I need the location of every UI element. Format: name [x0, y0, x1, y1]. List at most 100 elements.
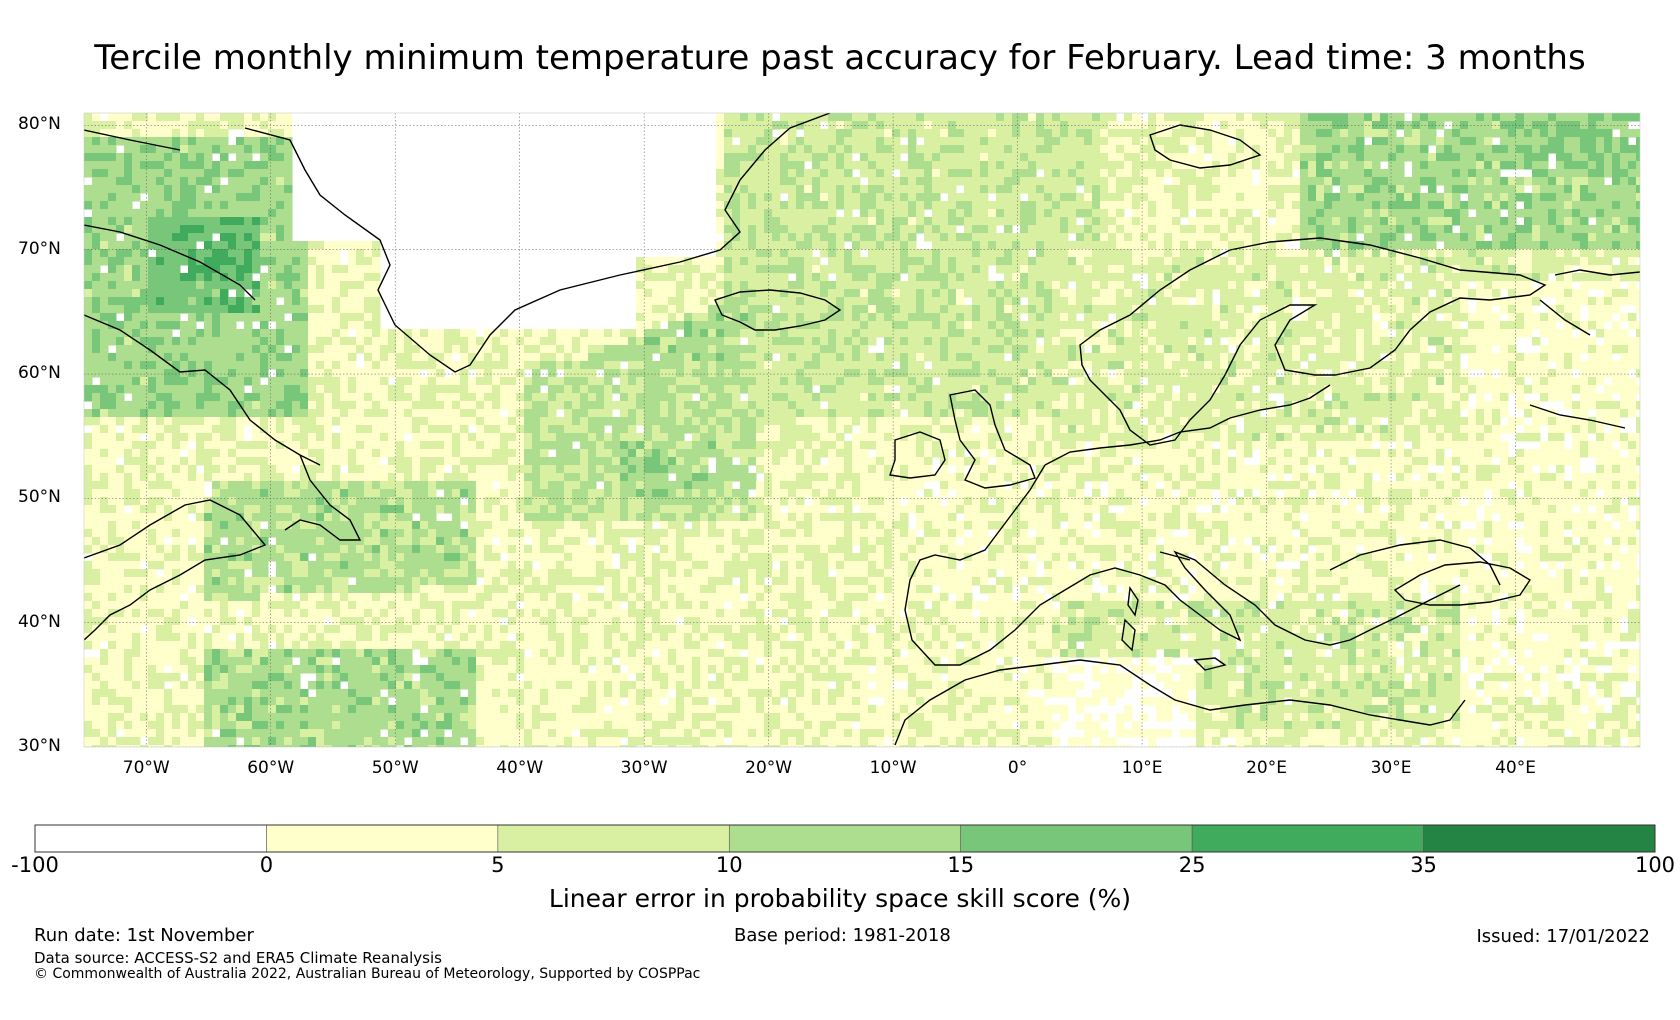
skill-cell	[948, 193, 957, 202]
skill-cell	[1516, 313, 1525, 322]
skill-cell	[1372, 337, 1381, 346]
skill-cell	[1260, 305, 1269, 314]
skill-cell	[996, 169, 1005, 178]
skill-cell	[1428, 137, 1437, 146]
skill-cell	[212, 321, 221, 330]
skill-cell	[1548, 113, 1557, 122]
skill-cell	[964, 177, 973, 186]
skill-cell	[1036, 113, 1045, 122]
skill-cell	[1444, 145, 1453, 154]
skill-cell	[1372, 297, 1381, 306]
skill-cell	[1324, 241, 1333, 250]
skill-cell	[140, 297, 149, 306]
skill-cell	[1508, 153, 1517, 162]
skill-cell	[1188, 361, 1197, 370]
skill-cell	[1460, 145, 1469, 154]
skill-cell	[380, 337, 389, 346]
skill-cell	[276, 321, 285, 330]
skill-cell	[1556, 369, 1565, 378]
skill-cell	[172, 217, 181, 226]
skill-cell	[100, 289, 109, 298]
skill-cell	[252, 209, 261, 218]
skill-cell	[836, 321, 845, 330]
skill-cell	[996, 233, 1005, 242]
skill-cell	[1196, 305, 1205, 314]
skill-cell	[1252, 217, 1261, 226]
skill-cell	[1180, 153, 1189, 162]
skill-cell	[164, 193, 173, 202]
skill-cell	[1204, 225, 1213, 234]
skill-cell	[116, 201, 125, 210]
skill-cell	[1268, 289, 1277, 298]
skill-cell	[1124, 281, 1133, 290]
skill-cell	[1108, 361, 1117, 370]
skill-cell	[1268, 337, 1277, 346]
skill-cell	[1436, 265, 1445, 274]
skill-cell	[1412, 241, 1421, 250]
skill-cell	[860, 241, 869, 250]
skill-cell	[1100, 257, 1109, 266]
skill-cell	[1116, 137, 1125, 146]
skill-cell	[92, 353, 101, 362]
skill-cell	[1268, 297, 1277, 306]
skill-cell	[164, 281, 173, 290]
skill-cell	[780, 361, 789, 370]
skill-cell	[1396, 297, 1405, 306]
skill-cell	[700, 257, 709, 266]
skill-cell	[764, 161, 773, 170]
skill-cell	[788, 153, 797, 162]
skill-cell	[228, 177, 237, 186]
skill-cell	[1412, 193, 1421, 202]
skill-cell	[1244, 201, 1253, 210]
skill-cell	[476, 337, 485, 346]
skill-cell	[220, 113, 229, 122]
skill-cell	[1028, 345, 1037, 354]
skill-cell	[220, 249, 229, 258]
skill-cell	[1572, 345, 1581, 354]
skill-cell	[900, 361, 909, 370]
skill-cell	[1044, 321, 1053, 330]
skill-cell	[1324, 305, 1333, 314]
skill-cell	[852, 361, 861, 370]
skill-cell	[1460, 161, 1469, 170]
skill-cell	[1540, 217, 1549, 226]
skill-cell	[828, 177, 837, 186]
skill-cell	[1164, 129, 1173, 138]
skill-cell	[1132, 281, 1141, 290]
skill-cell	[1116, 153, 1125, 162]
skill-cell	[268, 249, 277, 258]
skill-cell	[1236, 241, 1245, 250]
skill-cell	[1396, 185, 1405, 194]
skill-cell	[1172, 321, 1181, 330]
skill-cell	[916, 321, 925, 330]
skill-cell	[1484, 201, 1493, 210]
skill-cell	[1596, 129, 1605, 138]
skill-cell	[916, 273, 925, 282]
skill-cell	[1140, 217, 1149, 226]
skill-cell	[388, 329, 397, 338]
skill-cell	[940, 249, 949, 258]
skill-cell	[100, 321, 109, 330]
skill-cell	[1124, 305, 1133, 314]
skill-cell	[1372, 209, 1381, 218]
skill-cell	[1196, 113, 1205, 122]
skill-cell	[1052, 305, 1061, 314]
skill-cell	[1372, 241, 1381, 250]
skill-cell	[1332, 361, 1341, 370]
skill-cell	[748, 353, 757, 362]
skill-cell	[1204, 201, 1213, 210]
skill-cell	[1436, 305, 1445, 314]
skill-cell	[364, 313, 373, 322]
skill-cell	[1404, 305, 1413, 314]
skill-cell	[516, 345, 525, 354]
skill-cell	[908, 353, 917, 362]
skill-cell	[804, 121, 813, 130]
skill-cell	[940, 217, 949, 226]
skill-cell	[652, 281, 661, 290]
skill-cell	[812, 153, 821, 162]
skill-cell	[948, 273, 957, 282]
skill-cell	[1460, 113, 1469, 122]
skill-cell	[732, 305, 741, 314]
skill-cell	[1308, 337, 1317, 346]
skill-cell	[1076, 113, 1085, 122]
